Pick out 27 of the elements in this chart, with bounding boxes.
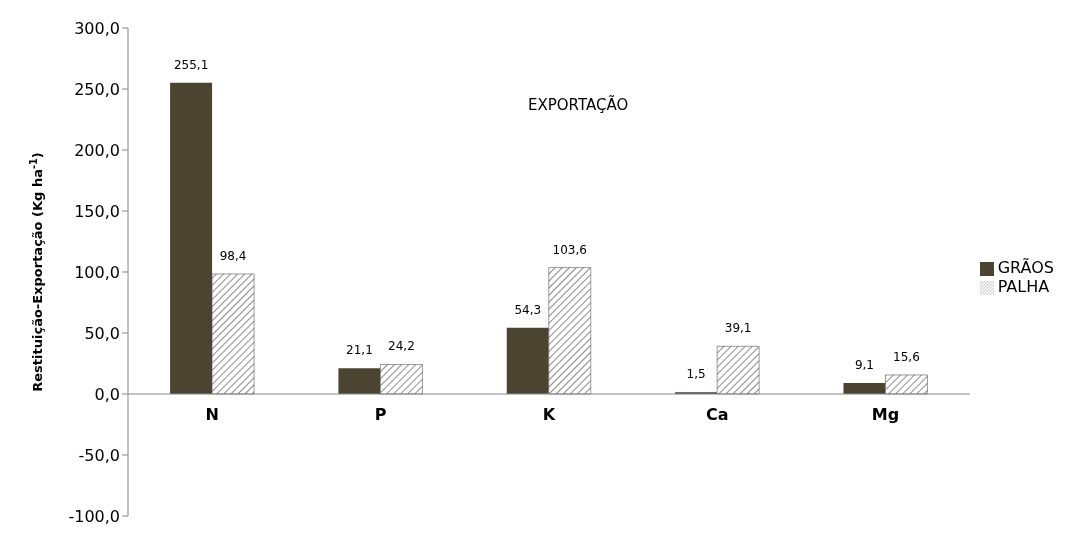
- data-label: 1,5: [686, 367, 706, 382]
- legend-label: GRÃOS: [997, 258, 1054, 277]
- x-tick-label: N: [205, 405, 219, 424]
- data-label: 103,6: [552, 242, 587, 257]
- y-tick-label: 0,0: [94, 384, 120, 404]
- x-tick-label: P: [374, 405, 387, 424]
- y-tick-label: -50,0: [78, 445, 120, 465]
- data-label: 9,1: [854, 357, 875, 372]
- data-label: 21,1: [346, 343, 373, 358]
- x-tick-label: K: [542, 405, 556, 424]
- y-tick-label: -100,0: [68, 506, 120, 526]
- data-label: 98,4: [219, 248, 247, 263]
- annotation: EXPORTAÇÃO: [528, 96, 629, 114]
- y-tick-label: 300,0: [74, 18, 120, 38]
- data-label: 255,1: [173, 57, 209, 72]
- legend-label: PALHA: [997, 277, 1050, 296]
- data-label: 24,2: [388, 339, 415, 354]
- y-tick-label: 200,0: [74, 140, 120, 160]
- y-tick-label: 100,0: [74, 262, 120, 282]
- y-tick-label: 50,0: [84, 323, 120, 343]
- data-label: 39,1: [724, 321, 752, 336]
- x-tick-label: Mg: [871, 405, 900, 424]
- data-label: 54,3: [514, 302, 542, 317]
- y-tick-label: 250,0: [74, 79, 120, 99]
- data-label: 15,6: [893, 349, 920, 364]
- y-tick-label: 150,0: [74, 201, 120, 221]
- x-tick-label: Ca: [705, 405, 729, 424]
